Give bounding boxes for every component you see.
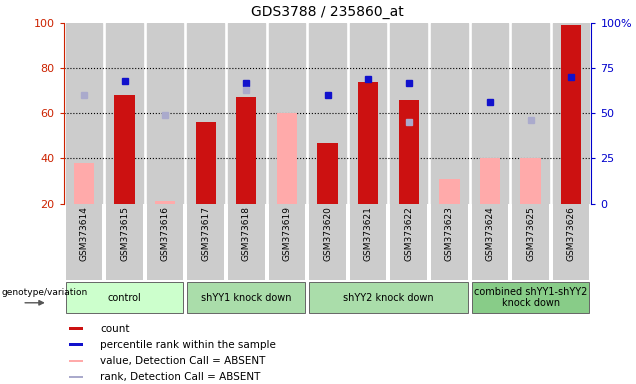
Text: combined shYY1-shYY2
knock down: combined shYY1-shYY2 knock down bbox=[474, 287, 587, 308]
Text: GSM373618: GSM373618 bbox=[242, 206, 251, 261]
FancyBboxPatch shape bbox=[66, 204, 102, 280]
FancyBboxPatch shape bbox=[66, 282, 183, 313]
Bar bbox=[350, 23, 387, 204]
Text: GSM373617: GSM373617 bbox=[201, 206, 211, 261]
Bar bbox=[106, 23, 142, 204]
Bar bbox=[114, 95, 135, 204]
FancyBboxPatch shape bbox=[309, 204, 346, 280]
Text: genotype/variation: genotype/variation bbox=[1, 288, 88, 297]
FancyBboxPatch shape bbox=[553, 204, 590, 280]
FancyBboxPatch shape bbox=[69, 328, 83, 330]
Bar bbox=[309, 23, 346, 204]
Text: percentile rank within the sample: percentile rank within the sample bbox=[100, 339, 276, 349]
Bar bbox=[439, 179, 459, 204]
FancyBboxPatch shape bbox=[106, 204, 142, 280]
Bar bbox=[147, 23, 183, 204]
Bar bbox=[480, 159, 500, 204]
Text: shYY2 knock down: shYY2 knock down bbox=[343, 293, 434, 303]
FancyBboxPatch shape bbox=[228, 204, 265, 280]
Bar bbox=[358, 82, 378, 204]
Text: GSM373623: GSM373623 bbox=[445, 206, 454, 261]
FancyBboxPatch shape bbox=[431, 204, 467, 280]
Text: GSM373626: GSM373626 bbox=[567, 206, 576, 261]
Bar bbox=[431, 23, 467, 204]
Text: GSM373614: GSM373614 bbox=[80, 206, 88, 261]
Bar bbox=[513, 23, 549, 204]
Bar bbox=[277, 113, 297, 204]
Text: GSM373616: GSM373616 bbox=[161, 206, 170, 261]
Text: shYY1 knock down: shYY1 knock down bbox=[201, 293, 291, 303]
FancyBboxPatch shape bbox=[69, 376, 83, 378]
Bar bbox=[391, 23, 427, 204]
Bar bbox=[399, 100, 419, 204]
FancyBboxPatch shape bbox=[309, 282, 467, 313]
Bar bbox=[561, 25, 581, 204]
FancyBboxPatch shape bbox=[188, 282, 305, 313]
FancyBboxPatch shape bbox=[188, 204, 224, 280]
Bar bbox=[155, 201, 176, 204]
Text: rank, Detection Call = ABSENT: rank, Detection Call = ABSENT bbox=[100, 372, 260, 382]
Bar bbox=[66, 23, 102, 204]
Bar bbox=[228, 23, 265, 204]
Text: control: control bbox=[107, 293, 141, 303]
Bar bbox=[236, 98, 256, 204]
FancyBboxPatch shape bbox=[147, 204, 183, 280]
FancyBboxPatch shape bbox=[391, 204, 427, 280]
Title: GDS3788 / 235860_at: GDS3788 / 235860_at bbox=[251, 5, 404, 19]
Text: GSM373625: GSM373625 bbox=[526, 206, 535, 261]
Bar bbox=[472, 23, 508, 204]
Text: GSM373619: GSM373619 bbox=[282, 206, 291, 261]
Bar bbox=[317, 142, 338, 204]
FancyBboxPatch shape bbox=[69, 360, 83, 362]
FancyBboxPatch shape bbox=[268, 204, 305, 280]
FancyBboxPatch shape bbox=[69, 343, 83, 346]
Bar bbox=[196, 122, 216, 204]
FancyBboxPatch shape bbox=[472, 204, 508, 280]
Bar bbox=[553, 23, 590, 204]
Text: GSM373620: GSM373620 bbox=[323, 206, 332, 261]
FancyBboxPatch shape bbox=[472, 282, 590, 313]
Text: GSM373615: GSM373615 bbox=[120, 206, 129, 261]
Text: GSM373622: GSM373622 bbox=[404, 206, 413, 261]
Bar bbox=[188, 23, 224, 204]
Bar bbox=[74, 163, 94, 204]
Text: value, Detection Call = ABSENT: value, Detection Call = ABSENT bbox=[100, 356, 265, 366]
FancyBboxPatch shape bbox=[350, 204, 387, 280]
Text: GSM373621: GSM373621 bbox=[364, 206, 373, 261]
Text: count: count bbox=[100, 324, 130, 334]
Bar bbox=[268, 23, 305, 204]
Text: GSM373624: GSM373624 bbox=[485, 206, 494, 261]
FancyBboxPatch shape bbox=[513, 204, 549, 280]
Bar bbox=[520, 159, 541, 204]
